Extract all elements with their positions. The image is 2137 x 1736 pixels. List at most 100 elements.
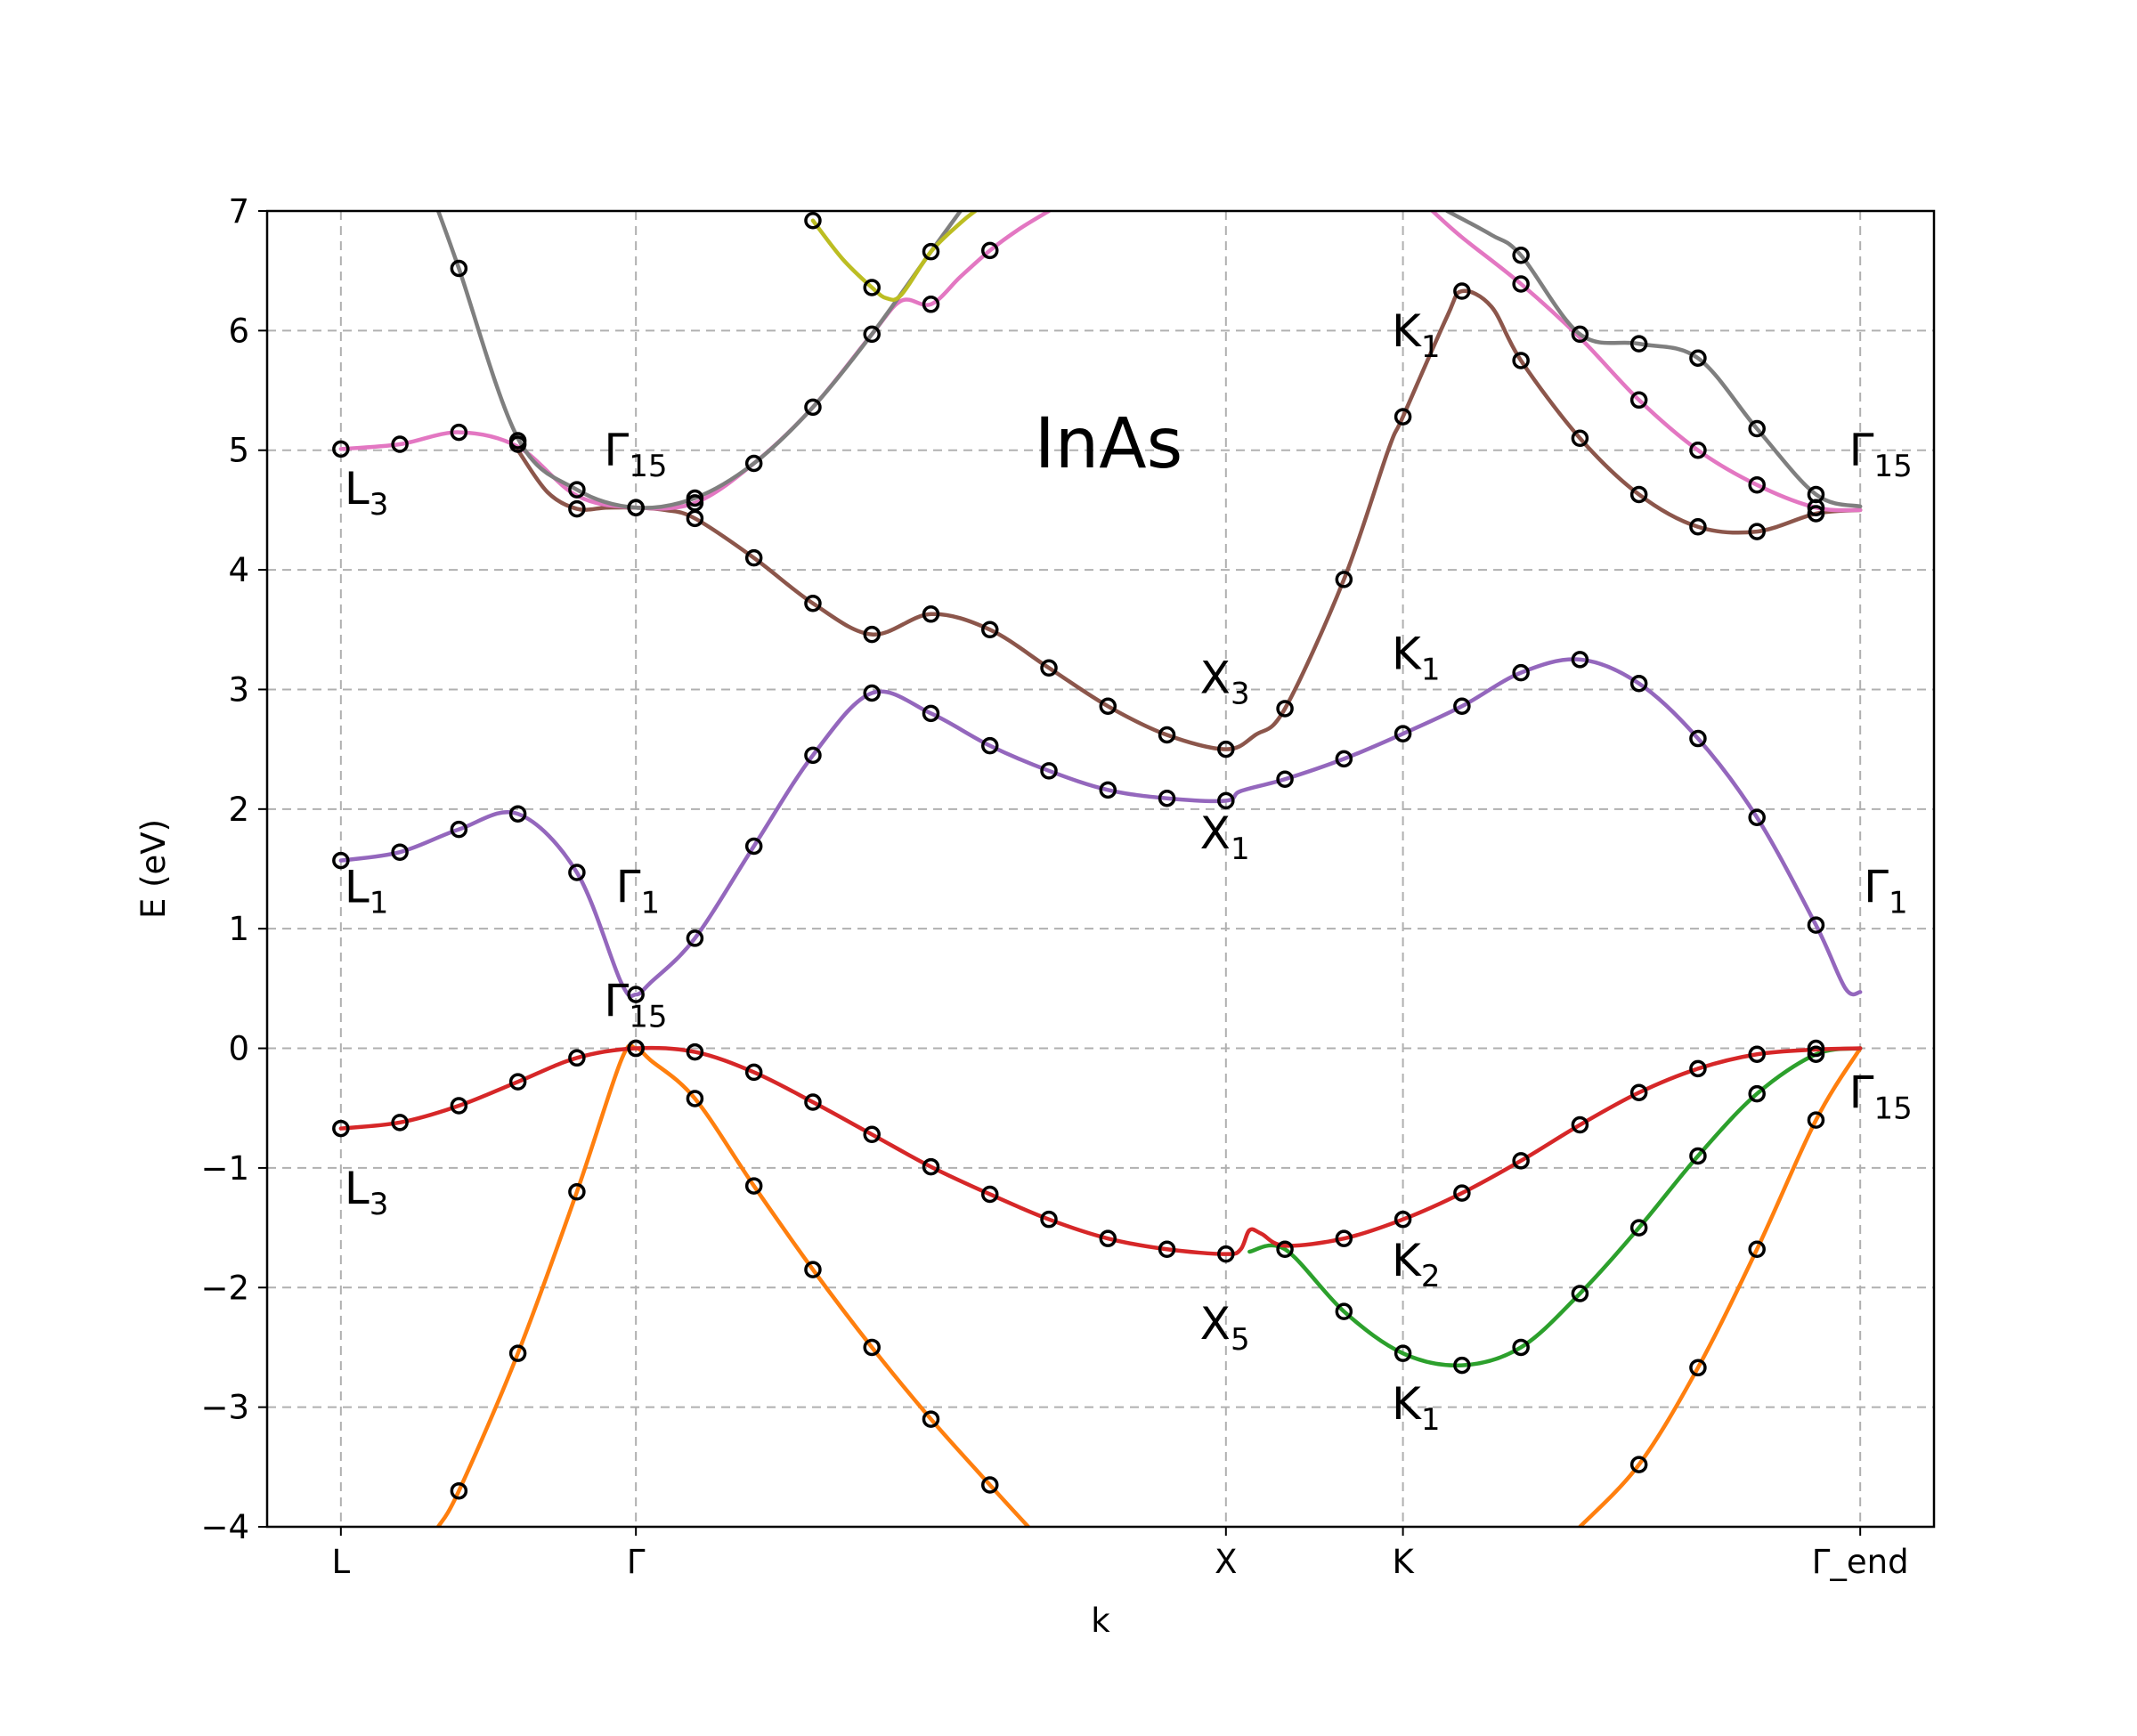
symmetry-label: Γ15 [1849,1067,1913,1127]
data-point [568,864,586,881]
data-point [1571,651,1589,669]
symmetry-label-subscript: 15 [1873,449,1912,484]
symmetry-label: Γ15 [604,425,667,484]
data-point [1335,1302,1353,1320]
symmetry-label-subscript: 3 [1231,676,1250,711]
data-point [1571,429,1589,448]
chart-title: InAs [1035,404,1182,484]
symmetry-label-base: L [345,463,370,515]
data-point [450,820,468,839]
data-point [1099,697,1117,716]
data-point [804,1261,822,1278]
y-tick-label: 7 [228,192,249,231]
data-point [568,1183,586,1201]
data-point [686,489,704,507]
data-point [863,279,881,296]
axis-ticks: −4 −3 −2 −1 0 1 2 3 4 5 6 7 L Γ X K Γ_end [200,192,1908,1581]
data-point [804,594,822,612]
data-point [863,684,881,702]
data-point [1629,391,1648,410]
symmetry-label-base: K [1392,305,1422,357]
data-point [1394,725,1412,742]
data-point [1453,1184,1471,1202]
data-point [981,736,999,755]
symmetry-label: K1 [1392,1378,1440,1438]
data-point [981,621,999,639]
data-point [1748,1240,1766,1259]
y-tick-label: 1 [228,910,249,948]
symmetry-label: K1 [1392,629,1440,688]
symmetry-label-subscript: 1 [1421,329,1441,365]
data-point [1276,770,1294,788]
data-point [1629,1456,1648,1473]
symmetry-label-base: K [1392,1235,1422,1286]
symmetry-label-subscript: 5 [1231,1322,1250,1358]
data-point [922,296,940,313]
symmetry-label-subscript: 1 [1421,653,1441,688]
symmetry-label: L1 [345,862,389,921]
symmetry-label-base: Γ [1864,862,1889,913]
y-tick-label: −2 [200,1269,249,1307]
symmetry-label-subscript: 1 [370,886,389,921]
symmetry-label-base: X [1200,807,1231,859]
data-point [1217,1245,1235,1263]
data-point [1512,275,1530,293]
symmetry-label-subscript: 2 [1421,1259,1441,1294]
data-point [1217,791,1235,810]
y-tick-label: 0 [228,1030,249,1068]
data-point [863,325,881,344]
symmetry-label-base: Γ [1849,1067,1874,1119]
data-point [450,1481,468,1500]
data-point [1512,1152,1530,1170]
data-point [1689,517,1707,536]
data-point [1512,352,1530,369]
data-point [1748,475,1766,494]
data-point [804,211,822,230]
data-point [1689,1147,1707,1165]
y-tick-label: 3 [228,670,249,709]
x-tick-label: L [332,1543,351,1581]
data-point [627,499,645,516]
symmetry-label-subscript: 15 [629,449,667,484]
data-point [568,1049,586,1067]
band-line-1 [435,1042,1031,1527]
data-point [804,1093,822,1111]
data-point [1512,663,1530,682]
data-point [391,1114,409,1132]
symmetry-label-base: Γ [616,862,641,913]
data-point [1629,335,1648,353]
band-line-8 [810,211,978,303]
data-point [744,837,763,856]
data-point [981,241,999,260]
symmetry-label: Γ15 [1849,425,1913,484]
symmetry-label: K2 [1392,1235,1440,1294]
symmetry-label-base: L [345,1163,370,1214]
data-point [391,843,409,861]
data-point [1040,659,1058,677]
data-point [1158,726,1176,744]
y-axis-label: E (eV) [134,819,173,919]
y-tick-label: 2 [228,791,249,829]
symmetry-label-base: Γ [604,425,629,476]
data-point [686,1042,704,1061]
data-point [922,704,940,723]
data-point [1335,571,1353,588]
marker-group [332,211,1825,1500]
symmetry-label-base: Γ [604,975,629,1026]
symmetry-label: Γ1 [616,862,661,921]
symmetry-label: L3 [345,463,389,523]
symmetry-label: K1 [1392,305,1440,365]
symmetry-label: Γ15 [604,975,667,1034]
plot-frame [265,209,1936,1529]
data-point [1689,729,1707,748]
data-point [1394,1210,1412,1229]
symmetry-label-subscript: 1 [1421,1402,1441,1438]
data-point [508,1344,527,1362]
data-point [1629,674,1648,693]
band-line-3 [338,1045,1863,1256]
symmetry-label-subscript: 15 [1873,1091,1912,1127]
band-line-1 [1578,1046,1863,1527]
data-point [1099,781,1117,799]
data-point [686,929,704,947]
